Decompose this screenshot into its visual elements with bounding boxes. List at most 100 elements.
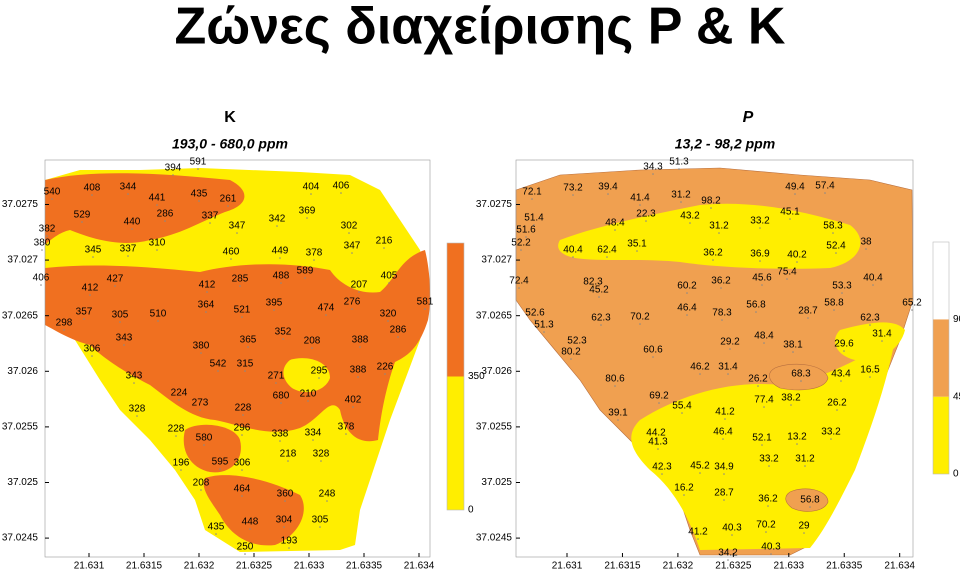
sample-point bbox=[92, 256, 94, 258]
sample-label: 408 bbox=[84, 183, 101, 194]
sample-label: 75.4 bbox=[777, 267, 797, 278]
sample-label: 40.3 bbox=[761, 542, 781, 553]
sample-point bbox=[572, 256, 574, 258]
sample-point bbox=[247, 346, 249, 348]
sample-label: 40.4 bbox=[863, 273, 883, 284]
x-tick-label: 21.6325 bbox=[715, 561, 752, 572]
sample-label: 404 bbox=[303, 182, 320, 193]
sample-point bbox=[655, 439, 657, 441]
sample-label: 296 bbox=[234, 423, 251, 434]
sample-label: 34.2 bbox=[718, 548, 738, 559]
y-tick-label: 37.0245 bbox=[476, 533, 513, 544]
sample-label: 41.2 bbox=[715, 407, 735, 418]
sample-point bbox=[689, 222, 691, 224]
sample-label: 39.4 bbox=[598, 182, 618, 193]
sample-label: 31.2 bbox=[671, 190, 691, 201]
sample-point bbox=[723, 473, 725, 475]
sample-point bbox=[219, 468, 221, 470]
sample-point bbox=[770, 553, 772, 555]
sample-label: 28.7 bbox=[714, 488, 734, 499]
sample-label: 40.3 bbox=[722, 523, 742, 534]
sample-label: 31.2 bbox=[795, 454, 815, 465]
sample-label: 382 bbox=[39, 224, 56, 235]
sample-point bbox=[534, 319, 536, 321]
sample-point bbox=[280, 282, 282, 284]
sample-point bbox=[178, 399, 180, 401]
sample-point bbox=[136, 415, 138, 417]
colorbar-band bbox=[933, 242, 949, 320]
sample-label: 216 bbox=[376, 236, 393, 247]
sample-point bbox=[658, 402, 660, 404]
sample-point bbox=[304, 277, 306, 279]
sample-label: 320 bbox=[380, 309, 397, 320]
y-tick-label: 37.025 bbox=[7, 477, 38, 488]
colorbar-tick-label: 350 bbox=[468, 371, 485, 382]
sample-label: 28.7 bbox=[798, 306, 818, 317]
x-tick-label: 21.633 bbox=[294, 561, 325, 572]
sample-label: 226 bbox=[377, 362, 394, 373]
sample-point bbox=[792, 351, 794, 353]
sample-point bbox=[209, 222, 211, 224]
sample-label: 31.4 bbox=[872, 329, 892, 340]
sample-label: 29.6 bbox=[834, 339, 854, 350]
sample-point bbox=[607, 193, 609, 195]
sample-point bbox=[348, 232, 350, 234]
sample-point bbox=[197, 168, 199, 170]
sample-label: 70.2 bbox=[756, 520, 776, 531]
sample-point bbox=[790, 404, 792, 406]
sample-label: 73.2 bbox=[563, 183, 583, 194]
sample-label: 228 bbox=[235, 403, 252, 414]
colorbar-tick-label: 0 bbox=[953, 469, 959, 480]
y-tick-label: 37.026 bbox=[481, 366, 512, 377]
sample-point bbox=[572, 194, 574, 196]
sample-label: 334 bbox=[305, 428, 322, 439]
sample-point bbox=[326, 500, 328, 502]
sample-label: 305 bbox=[112, 310, 129, 321]
sample-label: 449 bbox=[272, 246, 289, 257]
colorbar-band bbox=[933, 396, 949, 474]
sample-label: 337 bbox=[120, 244, 137, 255]
sample-point bbox=[282, 338, 284, 340]
sample-point bbox=[357, 376, 359, 378]
x-tick-label: 21.6315 bbox=[126, 561, 163, 572]
y-tick-label: 37.026 bbox=[7, 366, 38, 377]
sample-label: 46.2 bbox=[690, 362, 710, 373]
sample-point bbox=[325, 314, 327, 316]
sample-point bbox=[721, 319, 723, 321]
sample-label: 412 bbox=[199, 280, 216, 291]
sample-point bbox=[384, 373, 386, 375]
zone bbox=[45, 173, 245, 245]
sample-point bbox=[287, 460, 289, 462]
sample-point bbox=[636, 250, 638, 252]
sample-label: 51.3 bbox=[534, 320, 554, 331]
sample-point bbox=[200, 352, 202, 354]
x-tick-label: 21.6325 bbox=[236, 561, 273, 572]
sample-point bbox=[727, 559, 729, 561]
sample-label: 435 bbox=[208, 522, 225, 533]
y-tick-label: 37.0265 bbox=[2, 310, 39, 321]
sample-label: 46.4 bbox=[713, 427, 733, 438]
x-tick-label: 21.631 bbox=[552, 561, 583, 572]
sample-label: 58.3 bbox=[823, 221, 843, 232]
sample-point bbox=[533, 224, 535, 226]
sample-label: 80.6 bbox=[605, 374, 625, 385]
zone bbox=[203, 475, 304, 546]
sample-point bbox=[217, 370, 219, 372]
sample-point bbox=[755, 311, 757, 313]
sample-point bbox=[180, 469, 182, 471]
sample-label: 52.1 bbox=[752, 433, 772, 444]
sample-label: 26.2 bbox=[748, 374, 768, 385]
sample-point bbox=[215, 533, 217, 535]
sample-label: 78.3 bbox=[712, 308, 732, 319]
sample-label: 40.4 bbox=[563, 245, 583, 256]
sample-point bbox=[156, 249, 158, 251]
colorbar-tick-label: 45 bbox=[953, 391, 960, 402]
sample-point bbox=[383, 247, 385, 249]
sample-label: 352 bbox=[275, 327, 292, 338]
sample-label: 248 bbox=[319, 489, 336, 500]
sample-point bbox=[686, 314, 688, 316]
sample-label: 34.9 bbox=[714, 462, 734, 473]
panel-subtitle: 193,0 - 680,0 ppm bbox=[172, 136, 288, 152]
sample-point bbox=[699, 472, 701, 474]
sample-label: 224 bbox=[171, 388, 188, 399]
